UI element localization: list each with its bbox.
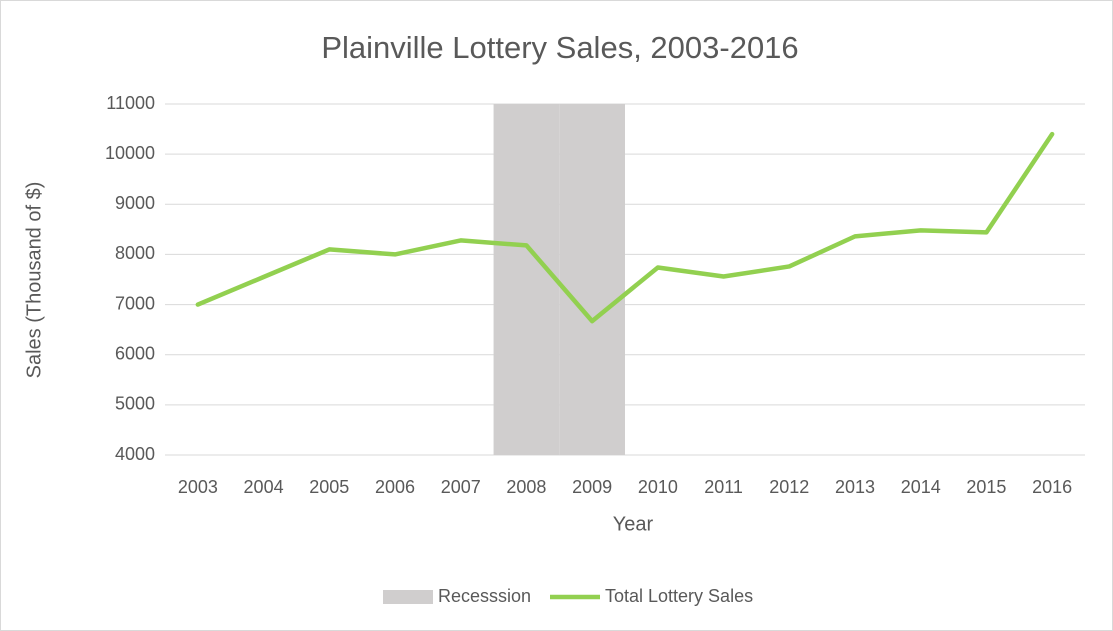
x-tick-label: 2005 xyxy=(309,477,349,497)
legend-label: Total Lottery Sales xyxy=(605,586,753,606)
legend-label: Recesssion xyxy=(438,586,531,606)
x-tick-label: 2013 xyxy=(835,477,875,497)
x-tick-label: 2011 xyxy=(704,477,743,497)
x-tick-label: 2003 xyxy=(178,477,218,497)
y-tick-label: 8000 xyxy=(115,243,155,263)
y-tick-label: 11000 xyxy=(106,93,155,113)
x-tick-label: 2015 xyxy=(966,477,1006,497)
x-tick-label: 2007 xyxy=(441,477,481,497)
bar xyxy=(559,104,625,455)
y-tick-label: 5000 xyxy=(115,394,155,414)
legend-swatch xyxy=(383,590,433,604)
x-tick-label: 2010 xyxy=(638,477,678,497)
x-tick-label: 2014 xyxy=(901,477,941,497)
y-tick-label: 4000 xyxy=(115,444,155,464)
y-tick-label: 10000 xyxy=(105,143,155,163)
x-tick-label: 2012 xyxy=(769,477,809,497)
chart-title: Plainville Lottery Sales, 2003-2016 xyxy=(321,30,798,65)
bar xyxy=(493,104,560,455)
x-axis-label: Year xyxy=(613,513,654,535)
y-axis-label: Sales (Thousand of $) xyxy=(23,182,45,379)
x-tick-label: 2016 xyxy=(1032,477,1072,497)
x-tick-label: 2004 xyxy=(244,477,284,497)
y-tick-label: 7000 xyxy=(115,293,155,313)
line xyxy=(195,131,1055,324)
x-tick-label: 2009 xyxy=(572,477,612,497)
x-tick-label: 2008 xyxy=(506,477,546,497)
x-tick-label: 2006 xyxy=(375,477,415,497)
y-tick-label: 9000 xyxy=(115,193,155,213)
y-tick-label: 6000 xyxy=(115,343,155,363)
